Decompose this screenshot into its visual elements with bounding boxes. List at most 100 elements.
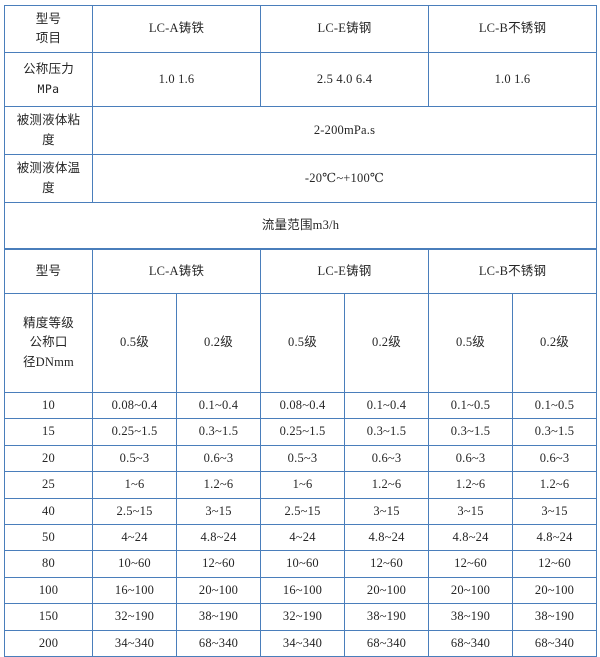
- nominal-pressure-lc-e: 2.5 4.0 6.4: [260, 52, 429, 107]
- flow-range-cell: 38~190: [428, 603, 514, 631]
- viscosity-value: 2-200mPa.s: [92, 106, 597, 155]
- table-row: 10 0.08~0.4 0.1~0.4 0.08~0.4 0.1~0.4 0.1~0.5 0…: [4, 391, 598, 420]
- table-row: 100 16~100 20~100 16~100 20~100 20~100 20~100: [4, 576, 598, 605]
- flow-range-cell: 20~100: [176, 576, 261, 605]
- flow-range-cell: 1~6: [260, 471, 345, 499]
- temperature-label-line1: 被测液体温: [16, 161, 81, 176]
- dn-size-cell: 150: [4, 603, 93, 631]
- corner-label-model: 型号: [35, 11, 62, 26]
- flow-range-cell: 0.1~0.5: [428, 391, 514, 420]
- flow-range-cell: 16~100: [92, 576, 177, 605]
- nominal-pressure-label: 公称压力 MPa: [4, 52, 93, 107]
- table-row: 150 32~190 38~190 32~190 38~190 38~190 38~190: [4, 603, 598, 631]
- table-row: 200 34~340 68~340 34~340 68~340 68~340 68~340: [4, 629, 598, 657]
- viscosity-label-line1: 被测液体粘: [16, 113, 81, 128]
- dn-size-cell: 100: [4, 576, 93, 605]
- flow-range-cell: 0.25~1.5: [92, 418, 177, 446]
- flow-range-cell: 3~15: [512, 497, 598, 525]
- grade-cell-4: 0.2级: [343, 293, 430, 393]
- model-name-lc-b: LC-B不锈钢: [478, 21, 547, 36]
- flow-range-cell: 1~6: [92, 471, 177, 499]
- flow-range-cell: 38~190: [343, 603, 430, 631]
- flow-range-cell: 0.08~0.4: [260, 391, 345, 420]
- temperature-row: 被测液体温 度 -20℃~+100℃: [4, 154, 597, 203]
- accuracy-label-line1: 精度等级: [23, 315, 74, 330]
- flow-range-cell: 1.2~6: [512, 471, 598, 499]
- temperature-value: -20℃~+100℃: [92, 154, 597, 203]
- flow-range-cell: 0.3~1.5: [428, 418, 514, 446]
- flow-range-cell: 3~15: [428, 497, 514, 525]
- nominal-pressure-row: 公称压力 MPa 1.0 1.6 2.5 4.0 6.4 1.0 1.6: [4, 52, 597, 107]
- flow-range-cell: 68~340: [428, 629, 514, 657]
- table-row: 20 0.5~3 0.6~3 0.5~3 0.6~3 0.6~3 0.6~3: [4, 444, 598, 473]
- flow-range-cell: 0.3~1.5: [176, 418, 261, 446]
- flow-range-cell: 4.8~24: [512, 523, 598, 552]
- dn-size-cell: 25: [4, 471, 93, 499]
- general-spec-table: 型号 项目 LC-A铸铁 LC-E铸钢 LC-B不锈钢 公称压力 MPa 1.0…: [4, 5, 597, 249]
- flow-range-cell: 0.08~0.4: [92, 391, 177, 420]
- flow-range-cell: 68~340: [343, 629, 430, 657]
- model-header-lc-a: LC-A铸铁: [92, 5, 261, 53]
- grade-cell-6: 0.2级: [512, 293, 598, 393]
- table-row: 50 4~24 4.8~24 4~24 4.8~24 4.8~24 4.8~24: [4, 523, 598, 552]
- grade-cell-3: 0.5级: [260, 293, 345, 393]
- flow-range-cell: 34~340: [260, 629, 345, 657]
- flow-model-header-lc-a: LC-A铸铁: [92, 249, 261, 294]
- temperature-label: 被测液体温 度: [4, 154, 93, 203]
- flow-range-cell: 0.1~0.4: [176, 391, 261, 420]
- flow-model-header-lc-b: LC-B不锈钢: [428, 249, 598, 294]
- flow-range-cell: 68~340: [512, 629, 598, 657]
- flow-range-cell: 32~190: [92, 603, 177, 631]
- model-name-lc-e: LC-E铸钢: [317, 21, 372, 36]
- grade-cell-2: 0.2级: [176, 293, 261, 393]
- flow-range-cell: 0.5~3: [92, 444, 177, 473]
- flow-range-cell: 12~60: [343, 550, 430, 578]
- flow-range-cell: 12~60: [176, 550, 261, 578]
- flow-range-cell: 0.3~1.5: [343, 418, 430, 446]
- nominal-pressure-lc-a: 1.0 1.6: [92, 52, 261, 107]
- flow-range-cell: 68~340: [176, 629, 261, 657]
- grade-cell-1: 0.5级: [92, 293, 177, 393]
- accuracy-label-line2: 公称口: [29, 335, 68, 350]
- flow-range-cell: 1.2~6: [428, 471, 514, 499]
- flow-range-banner-row: 流量范围m3/h: [4, 202, 597, 249]
- flow-model-header-lc-e: LC-E铸钢: [259, 249, 430, 294]
- flow-range-cell: 32~190: [260, 603, 345, 631]
- flow-range-cell: 0.6~3: [176, 444, 261, 473]
- flow-range-cell: 3~15: [343, 497, 430, 525]
- flow-range-cell: 0.3~1.5: [512, 418, 598, 446]
- flow-range-cell: 4~24: [92, 523, 177, 552]
- nominal-pressure-label-line1: 公称压力: [23, 62, 74, 77]
- table-row: 25 1~6 1.2~6 1~6 1.2~6 1.2~6 1.2~6: [4, 471, 598, 499]
- dn-size-cell: 10: [4, 391, 93, 420]
- flow-range-cell: 1.2~6: [343, 471, 430, 499]
- dn-size-cell: 80: [4, 550, 93, 578]
- table-row: 15 0.25~1.5 0.3~1.5 0.25~1.5 0.3~1.5 0.3~1.5 0…: [4, 418, 598, 446]
- flow-range-cell: 20~100: [343, 576, 430, 605]
- model-header-lc-e: LC-E铸钢: [260, 5, 429, 53]
- flow-range-cell: 4.8~24: [343, 523, 430, 552]
- flow-range-cell: 20~100: [512, 576, 598, 605]
- model-header-lc-b: LC-B不锈钢: [428, 5, 597, 53]
- table-row: 40 2.5~15 3~15 2.5~15 3~15 3~15 3~15: [4, 497, 598, 525]
- flow-range-cell: 20~100: [428, 576, 514, 605]
- nominal-pressure-unit: MPa: [37, 81, 60, 96]
- flow-range-banner: 流量范围m3/h: [4, 202, 597, 249]
- table-row: 80 10~60 12~60 10~60 12~60 12~60 12~60: [4, 550, 598, 578]
- flow-range-cell: 34~340: [92, 629, 177, 657]
- flow-range-cell: 4.8~24: [428, 523, 514, 552]
- flow-range-cell: 4.8~24: [176, 523, 261, 552]
- dn-size-cell: 15: [4, 418, 93, 446]
- flow-range-cell: 2.5~15: [92, 497, 177, 525]
- flow-range-cell: 0.1~0.4: [343, 391, 430, 420]
- flow-range-cell: 10~60: [92, 550, 177, 578]
- flow-range-cell: 4~24: [260, 523, 345, 552]
- viscosity-label-line2: 度: [42, 132, 55, 147]
- flow-range-cell: 0.5~3: [260, 444, 345, 473]
- dn-size-cell: 40: [4, 497, 93, 525]
- specification-tables: 型号 项目 LC-A铸铁 LC-E铸钢 LC-B不锈钢 公称压力 MPa 1.0…: [4, 5, 598, 657]
- flow-range-cell: 0.6~3: [343, 444, 430, 473]
- flow-range-table: 型号 LC-A铸铁 LC-E铸钢 LC-B不锈钢 精度等级 公称口 径DNmm …: [4, 249, 598, 657]
- dn-size-cell: 50: [4, 523, 93, 552]
- viscosity-row: 被测液体粘 度 2-200mPa.s: [4, 106, 597, 155]
